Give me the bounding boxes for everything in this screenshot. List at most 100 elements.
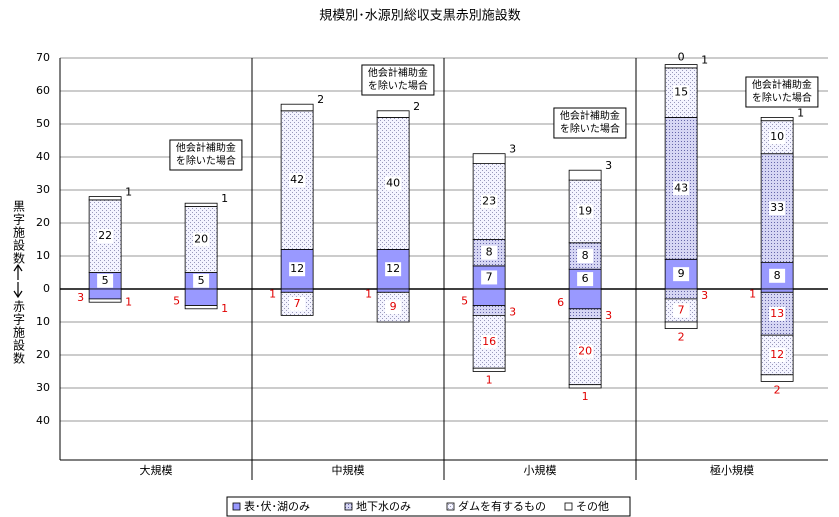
data-label: 42 — [290, 173, 304, 186]
label-box — [97, 273, 114, 288]
data-label: 15 — [674, 86, 688, 99]
x-tick-label: 大規模 — [140, 463, 173, 477]
bar-segment — [184, 202, 218, 207]
data-label: 9 — [678, 267, 685, 280]
bar-segment — [376, 288, 410, 293]
legend-label: 地下水のみ — [356, 500, 411, 513]
data-label: 3 — [509, 305, 516, 318]
y-tick-label: 30 — [36, 183, 50, 196]
data-label: 7 — [294, 297, 301, 310]
data-label: 6 — [582, 272, 589, 285]
bar-segment — [184, 305, 218, 310]
label-box — [193, 273, 210, 288]
legend — [226, 496, 631, 517]
bar-segment — [472, 367, 506, 372]
annotation-box — [745, 76, 819, 108]
data-label: 20 — [578, 345, 592, 358]
data-label: 2 — [413, 100, 420, 113]
x-tick-label: 中規模 — [332, 463, 365, 477]
bar-segment — [664, 64, 698, 69]
legend-swatch — [446, 502, 455, 511]
data-label: 1 — [797, 106, 804, 119]
bar-segment — [760, 288, 794, 293]
data-label: 20 — [194, 233, 208, 246]
y-tick-label: 30 — [36, 381, 50, 394]
data-label: 19 — [578, 204, 592, 217]
y-tick-label: 40 — [36, 150, 50, 163]
data-label: 7 — [486, 270, 493, 283]
data-label: 1 — [749, 288, 756, 301]
data-label: 8 — [774, 269, 781, 282]
annotation: を除いた場合 — [560, 122, 620, 135]
data-label: 8 — [582, 249, 589, 262]
label-box — [193, 232, 210, 247]
data-label: 0 — [678, 51, 685, 64]
data-label: 13 — [770, 307, 784, 320]
data-label: 33 — [770, 201, 784, 214]
data-label: 3 — [605, 159, 612, 172]
bar-segment — [760, 374, 794, 382]
label-box — [385, 262, 402, 277]
data-label: 40 — [386, 176, 400, 189]
annotation: 他会計補助金 — [176, 141, 236, 154]
data-label: 7 — [678, 303, 685, 316]
label-box — [769, 201, 786, 216]
data-label: 2 — [317, 93, 324, 106]
label-box — [577, 272, 594, 287]
data-label: 3 — [605, 309, 612, 322]
label-box — [769, 348, 786, 362]
label-box — [673, 181, 690, 196]
x-tick-label: 小規模 — [524, 463, 557, 477]
y-axis-label: 赤字施設数 — [12, 300, 26, 365]
bar-segment — [280, 288, 314, 293]
label-box — [673, 303, 690, 318]
label-box — [769, 306, 786, 321]
label-box — [289, 296, 306, 311]
annotation: を除いた場合 — [752, 91, 812, 104]
annotation: 他会計補助金 — [368, 66, 428, 79]
data-label: 9 — [390, 300, 397, 313]
label-box — [481, 194, 498, 209]
y-axis-arrow — [13, 263, 23, 299]
label-box — [385, 300, 402, 315]
x-tick-label: 極小規模 — [710, 463, 754, 477]
label-box — [577, 249, 594, 263]
data-label: 12 — [290, 262, 304, 275]
data-label: 43 — [674, 181, 688, 194]
label-box — [673, 85, 690, 100]
data-label: 12 — [770, 348, 784, 361]
data-label: 3 — [701, 289, 708, 302]
data-label: 1 — [365, 288, 372, 301]
bar-segment — [472, 305, 506, 316]
bar-segment — [472, 153, 506, 164]
y-axis-label: 黒字施設数 — [12, 200, 26, 265]
data-label: 2 — [678, 331, 685, 344]
data-label: 1 — [701, 54, 708, 67]
data-label: 10 — [770, 130, 784, 143]
data-label: 22 — [98, 229, 112, 242]
data-label: 3 — [509, 143, 516, 156]
bar-segment — [760, 120, 794, 155]
legend-label: 表･伏･湖のみ — [244, 499, 310, 513]
bar-segment — [568, 169, 602, 181]
label-box — [577, 344, 594, 359]
annotation-box — [169, 139, 243, 171]
label-box — [97, 229, 114, 244]
legend-swatch — [564, 502, 573, 511]
data-label: 1 — [221, 302, 228, 315]
bar-segment — [88, 298, 122, 303]
legend-label: その他 — [576, 500, 609, 513]
data-label: 16 — [482, 335, 496, 348]
legend-swatch — [232, 502, 241, 511]
bar-segment — [664, 288, 698, 300]
data-label: 2 — [774, 383, 781, 396]
annotation: 他会計補助金 — [560, 109, 620, 122]
label-box — [769, 268, 786, 283]
label-box — [481, 245, 498, 260]
label-box — [577, 204, 594, 219]
annotation: 他会計補助金 — [752, 78, 812, 91]
y-tick-label: 50 — [36, 117, 50, 130]
y-tick-label: 0 — [43, 282, 50, 295]
y-tick-label: 70 — [36, 51, 50, 64]
